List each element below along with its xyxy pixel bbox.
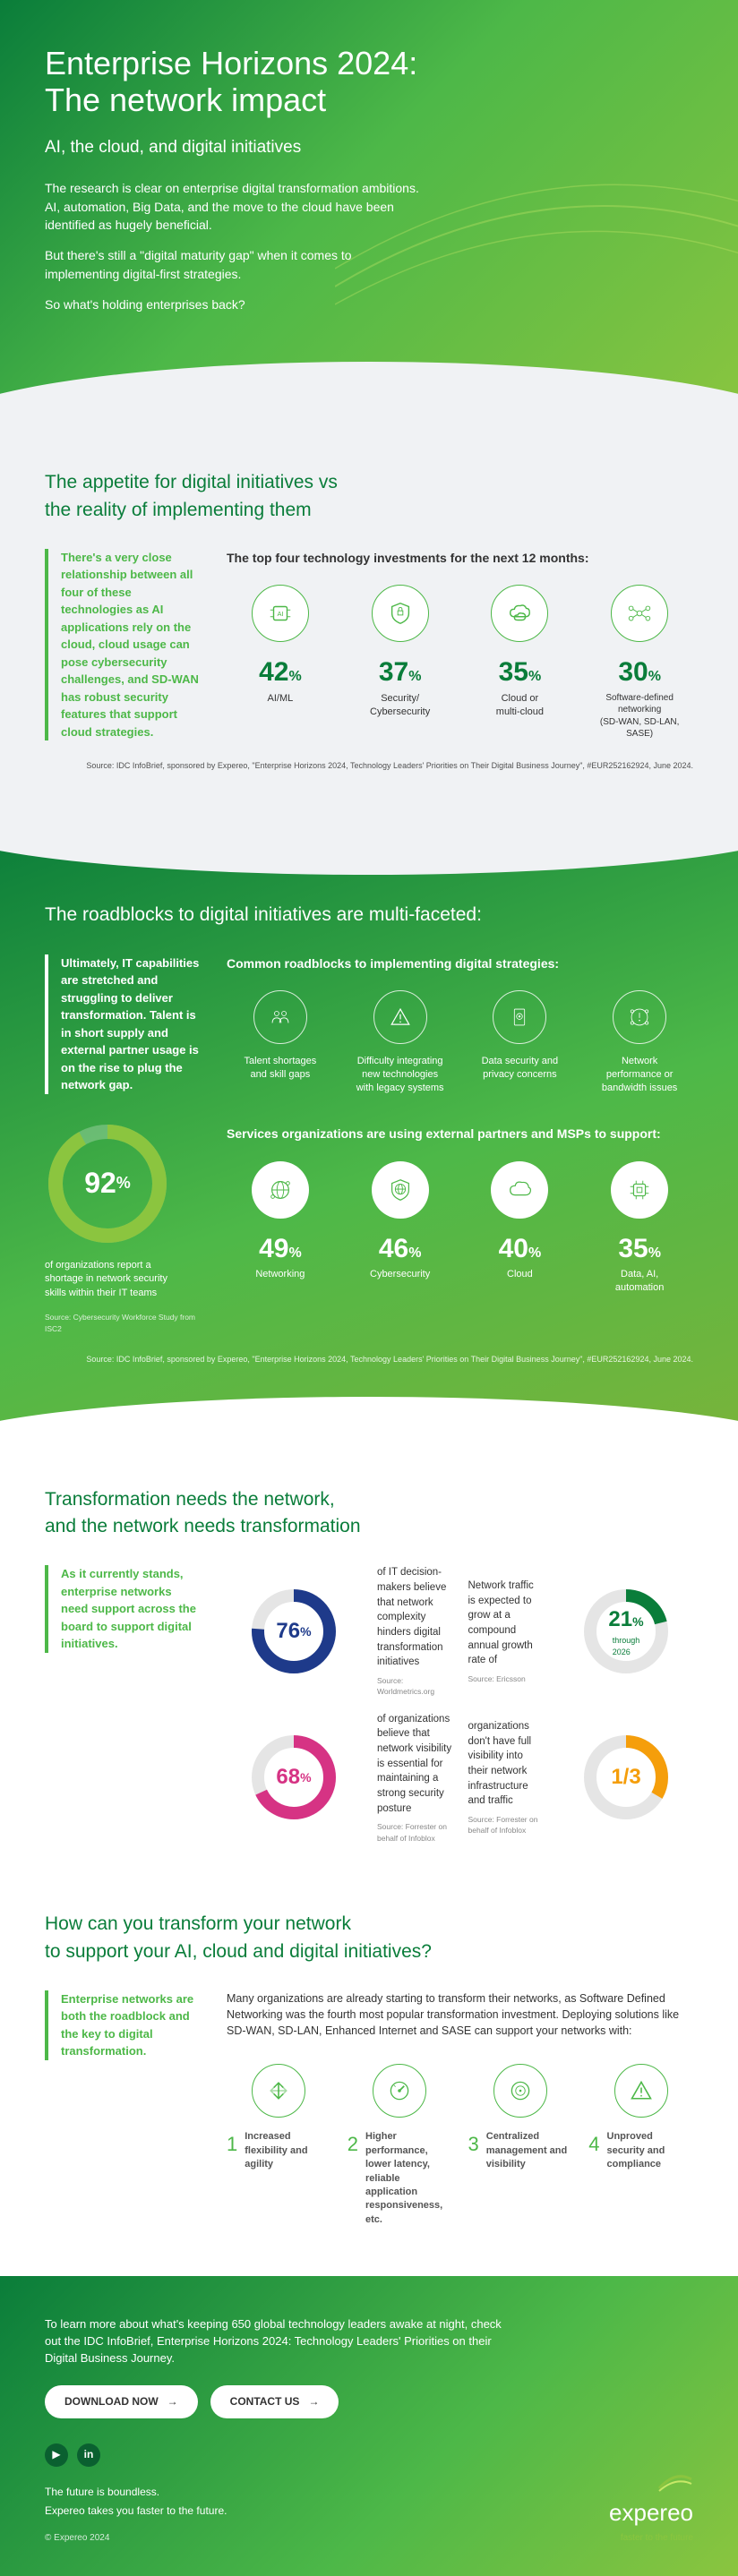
section-1: The appetite for digital initiatives vs … — [0, 433, 738, 821]
arrow-right-icon: → — [308, 2394, 319, 2409]
target-icon — [493, 2064, 547, 2118]
s4-ben-2: 3Centralized management and visibility — [468, 2064, 573, 2227]
s3-donut-1: 21%through 2026 — [581, 1587, 671, 1676]
shield-icon — [372, 585, 429, 642]
s1-pct-2: 35 — [499, 657, 528, 687]
people-icon — [253, 990, 307, 1044]
s3-txt-2: of organizations believe that network vi… — [377, 1712, 452, 1817]
s3-txt-3: organizations don't have full visibility… — [468, 1719, 544, 1809]
s4-ben-3: 4Unproved security and compliance — [588, 2064, 693, 2227]
footer-tag2: Expereo takes you faster to the future. — [45, 2503, 693, 2519]
swoop-lines — [335, 107, 738, 376]
footer-txt: To learn more about what's keeping 650 g… — [45, 2316, 511, 2367]
s1-lbl-2: Cloud or multi-cloud — [467, 692, 574, 719]
s1-lbl-0: AI/ML — [227, 692, 334, 706]
s1-lbl-1: Security/ Cybersecurity — [347, 692, 454, 719]
s2-svc-0: 49%Networking — [227, 1161, 334, 1295]
s1-title: The appetite for digital initiatives vs … — [45, 469, 693, 524]
globe-net-icon — [252, 1161, 309, 1219]
copyright: © Expereo 2024 — [45, 2532, 693, 2546]
s1-item-sec: 37% Security/ Cybersecurity — [347, 585, 454, 740]
s2-block-3: Network performance or bandwidth issues — [586, 990, 693, 1095]
s4-intro: Many organizations are already starting … — [227, 1990, 693, 2039]
document-icon — [493, 990, 546, 1044]
s1-pct-3: 30 — [618, 657, 648, 687]
cloud-svc-icon — [491, 1161, 548, 1219]
s2-donut-src: Source: Cybersecurity Workforce Study fr… — [45, 1312, 202, 1334]
ai-icon: AI — [252, 585, 309, 642]
linkedin-icon[interactable]: in — [77, 2443, 100, 2467]
warning-ben-icon — [614, 2064, 668, 2118]
section-3: Transformation needs the network, and th… — [0, 1451, 738, 1894]
s3-donut-2: 68% — [249, 1733, 339, 1822]
s2-quote: Ultimately, IT capabilities are stretche… — [45, 954, 202, 1094]
s1-item-cloud: 35% Cloud or multi-cloud — [467, 585, 574, 740]
s3-quote: As it currently stands, enterprise netwo… — [45, 1565, 202, 1653]
s2-src: Source: IDC InfoBrief, sponsored by Expe… — [45, 1354, 693, 1365]
section-4: How can you transform your network to su… — [0, 1893, 738, 2276]
arrow-right-icon: → — [167, 2394, 178, 2409]
s1-lbl-3: Software-defined networking (SD-WAN, SD-… — [586, 692, 693, 740]
s1-item-ai: AI 42% AI/ML — [227, 585, 334, 740]
s3-txt-1: Network traffic is expected to grow at a… — [468, 1579, 544, 1668]
s1-icons: AI 42% AI/ML 37% Security/ Cybersecurity… — [227, 585, 693, 740]
s1-src: Source: IDC InfoBrief, sponsored by Expe… — [45, 760, 693, 772]
s2-svc-1: 46%Cybersecurity — [347, 1161, 454, 1295]
contact-button[interactable]: CONTACT US→ — [210, 2385, 339, 2418]
svg-text:AI: AI — [277, 610, 283, 618]
chip-icon — [611, 1161, 668, 1219]
s3-donut-3: 1/3 — [581, 1733, 671, 1822]
s2-block-0: Talent shortages and skill gaps — [227, 990, 334, 1095]
s2-block-2: Data security and privacy concerns — [467, 990, 574, 1095]
s1-quote: There's a very close relationship betwee… — [45, 549, 202, 741]
s2-svc-2: 40%Cloud — [467, 1161, 574, 1295]
cloud-icon — [491, 585, 548, 642]
s1-pct-1: 37 — [379, 657, 408, 687]
section-2: The roadblocks to digital initiatives ar… — [0, 821, 738, 1450]
download-button[interactable]: DOWNLOAD NOW→ — [45, 2385, 198, 2418]
s4-benefits: 1Increased flexibility and agility 2High… — [227, 2064, 693, 2227]
s2-donut: 92% — [45, 1121, 170, 1246]
s4-ben-0: 1Increased flexibility and agility — [227, 2064, 331, 2227]
s3-stats: 76% of IT decision-makers believe that n… — [227, 1565, 693, 1844]
s3-donut-0: 76% — [249, 1587, 339, 1676]
s2-title: The roadblocks to digital initiatives ar… — [45, 902, 693, 929]
s2-sub1: Common roadblocks to implementing digita… — [227, 954, 693, 972]
s2-donut-pct: 92 — [84, 1162, 116, 1203]
s1-sub: The top four technology investments for … — [227, 549, 693, 567]
s1-pct-0: 42 — [259, 657, 288, 687]
s4-ben-1: 2Higher performance, lower latency, reli… — [348, 2064, 452, 2227]
globe-shield-icon — [372, 1161, 429, 1219]
s2-block-1: Difficulty integrating new technologies … — [347, 990, 454, 1095]
youtube-icon[interactable]: ▶ — [45, 2443, 68, 2467]
s3-title: Transformation needs the network, and th… — [45, 1486, 693, 1541]
s4-quote: Enterprise networks are both the roadblo… — [45, 1990, 202, 2060]
s2-sub2: Services organizations are using externa… — [227, 1125, 693, 1143]
s2-svc-3: 35%Data, AI, automation — [586, 1161, 693, 1295]
s2-donut-cap: of organizations report a shortage in ne… — [45, 1259, 188, 1302]
network-warn-icon — [613, 990, 666, 1044]
footer: To learn more about what's keeping 650 g… — [0, 2276, 738, 2576]
network-icon — [611, 585, 668, 642]
footer-tag1: The future is boundless. — [45, 2485, 693, 2500]
s1-item-sdn: 30% Software-defined networking (SD-WAN,… — [586, 585, 693, 740]
s3-txt-0: of IT decision-makers believe that netwo… — [377, 1565, 452, 1670]
s4-title: How can you transform your network to su… — [45, 1911, 693, 1965]
hero: Enterprise Horizons 2024: The network im… — [0, 0, 738, 433]
expereo-logo: expereo faster to the future — [609, 2466, 693, 2545]
gauge-icon — [373, 2064, 426, 2118]
arrows-icon — [252, 2064, 305, 2118]
warning-icon — [373, 990, 427, 1044]
